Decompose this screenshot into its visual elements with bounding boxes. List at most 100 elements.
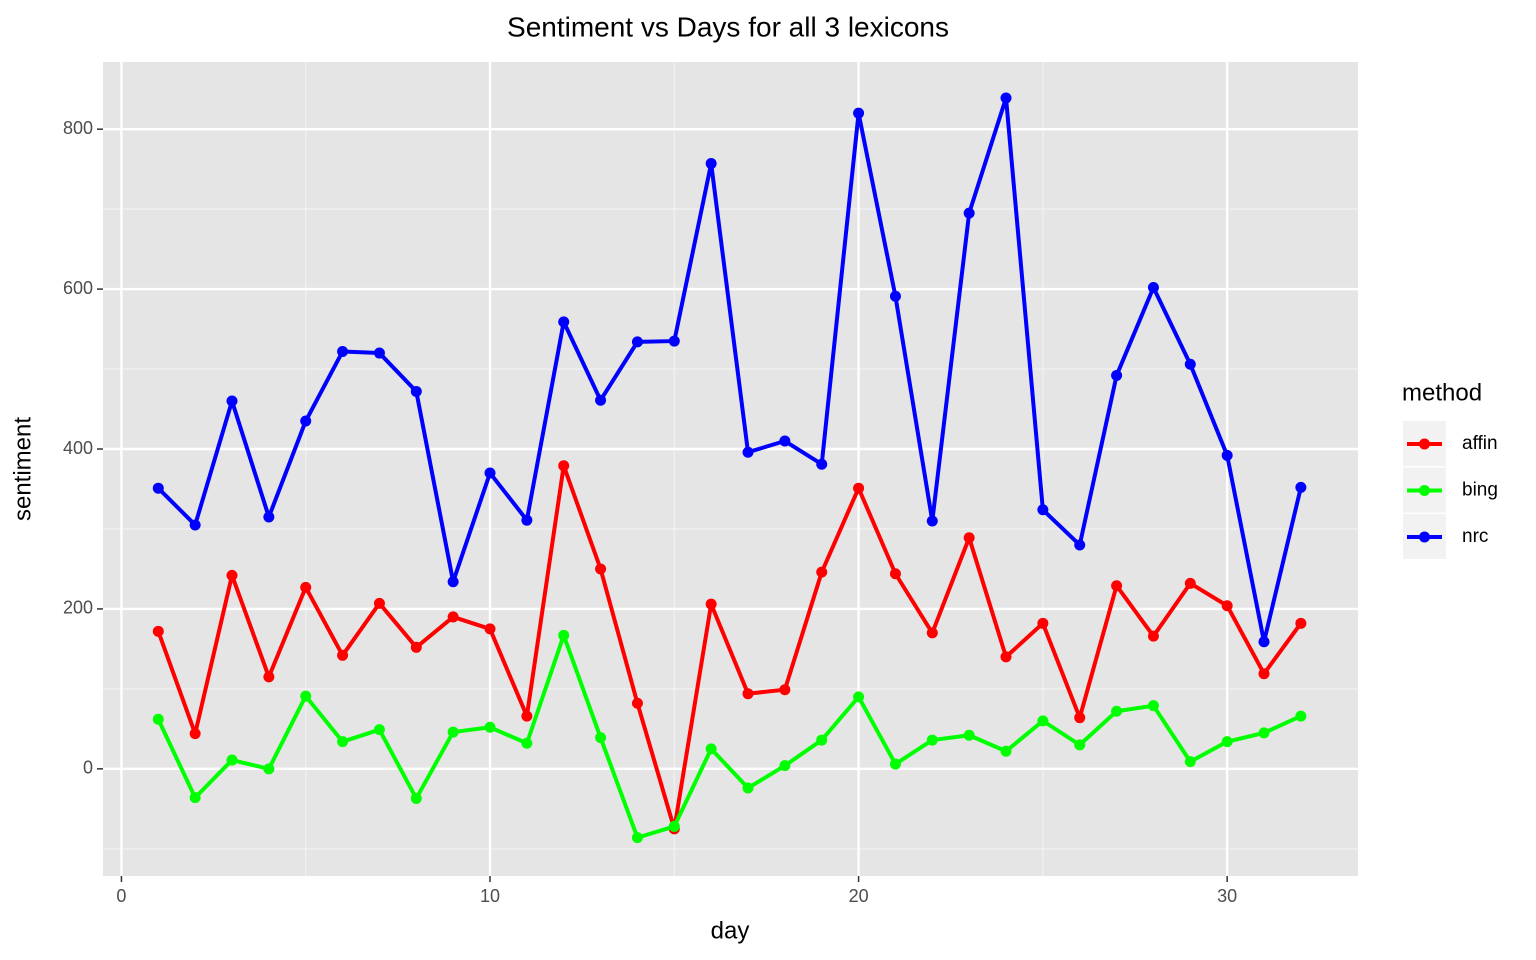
data-point	[1258, 636, 1270, 648]
data-point	[410, 385, 422, 397]
data-point	[816, 458, 828, 470]
data-point	[521, 710, 533, 722]
data-point	[1111, 580, 1123, 592]
data-point	[263, 511, 275, 523]
data-point	[1074, 539, 1086, 551]
data-point	[742, 446, 754, 458]
data-point	[300, 690, 312, 702]
data-point	[1184, 756, 1196, 768]
series-line	[156, 95, 1303, 644]
data-point	[816, 566, 828, 578]
legend-point	[1419, 531, 1430, 543]
data-point	[1000, 745, 1012, 757]
data-point	[595, 732, 607, 744]
data-point	[889, 568, 901, 580]
x-tick-label: 10	[480, 886, 500, 906]
data-point	[742, 688, 754, 700]
data-point	[889, 758, 901, 770]
data-point	[484, 721, 496, 733]
series-line	[156, 633, 1302, 840]
data-point	[226, 754, 238, 766]
data-point	[1111, 369, 1123, 381]
legend-point	[1419, 438, 1430, 450]
data-point	[521, 514, 533, 526]
x-tick-label: 30	[1217, 886, 1237, 906]
panel	[103, 62, 1358, 876]
data-point	[926, 627, 938, 639]
data-point	[1184, 358, 1196, 370]
legend-point	[1419, 485, 1430, 496]
data-point	[1221, 736, 1233, 748]
data-point	[1295, 481, 1307, 493]
data-point	[1111, 705, 1123, 717]
legend-label: nrc	[1462, 526, 1488, 547]
data-point	[521, 737, 533, 749]
x-tick-label: 20	[849, 886, 869, 906]
data-point	[447, 611, 459, 623]
data-point	[1147, 630, 1159, 642]
data-point	[705, 598, 717, 610]
data-point	[1147, 700, 1159, 712]
data-point	[1258, 668, 1270, 680]
data-point	[631, 832, 643, 844]
y-tick-label: 800	[63, 118, 93, 138]
legend-label: bing	[1462, 480, 1498, 501]
chart-title: Sentiment vs Days for all 3 lexicons	[507, 11, 949, 42]
data-point	[447, 726, 459, 738]
data-point	[1000, 92, 1012, 104]
data-point	[1037, 715, 1049, 727]
data-point	[963, 532, 975, 544]
data-point	[1037, 617, 1049, 629]
data-point	[447, 576, 459, 588]
y-axis-title: sentiment	[9, 417, 36, 521]
data-point	[1147, 281, 1159, 293]
data-point	[853, 107, 865, 119]
data-point	[779, 760, 791, 772]
data-point	[963, 729, 975, 741]
data-point	[1258, 727, 1270, 739]
data-point	[1074, 739, 1086, 751]
data-point	[152, 713, 164, 725]
data-point	[300, 581, 312, 593]
data-point	[668, 820, 680, 832]
data-point	[1184, 577, 1196, 589]
data-point	[595, 394, 607, 406]
data-point	[668, 335, 680, 347]
data-point	[595, 563, 607, 575]
data-point	[337, 345, 349, 357]
y-tick-label: 600	[63, 278, 93, 298]
data-point	[484, 467, 496, 479]
data-point	[152, 482, 164, 494]
data-point	[410, 792, 422, 804]
series-line	[156, 463, 1303, 831]
data-point	[779, 684, 791, 696]
data-point	[263, 671, 275, 683]
data-point	[189, 792, 201, 804]
data-point	[337, 649, 349, 661]
data-point	[889, 290, 901, 302]
data-point	[263, 763, 275, 775]
data-point	[963, 207, 975, 219]
data-point	[816, 734, 828, 746]
data-point	[1221, 600, 1233, 612]
y-tick-label: 0	[83, 758, 93, 778]
data-point	[558, 316, 570, 328]
data-point	[1000, 651, 1012, 663]
data-point	[226, 395, 238, 407]
data-point	[484, 623, 496, 635]
x-tick-label: 0	[116, 886, 126, 906]
legend-title: method	[1402, 379, 1482, 406]
data-point	[705, 158, 717, 170]
data-point	[189, 519, 201, 531]
data-point	[1295, 617, 1307, 629]
data-point	[410, 641, 422, 653]
data-point	[189, 728, 201, 740]
y-tick-label: 200	[63, 598, 93, 618]
data-point	[558, 629, 570, 641]
data-point	[373, 597, 385, 609]
data-point	[1221, 449, 1233, 461]
data-point	[373, 347, 385, 359]
data-point	[300, 415, 312, 427]
x-axis-title: day	[711, 917, 750, 944]
